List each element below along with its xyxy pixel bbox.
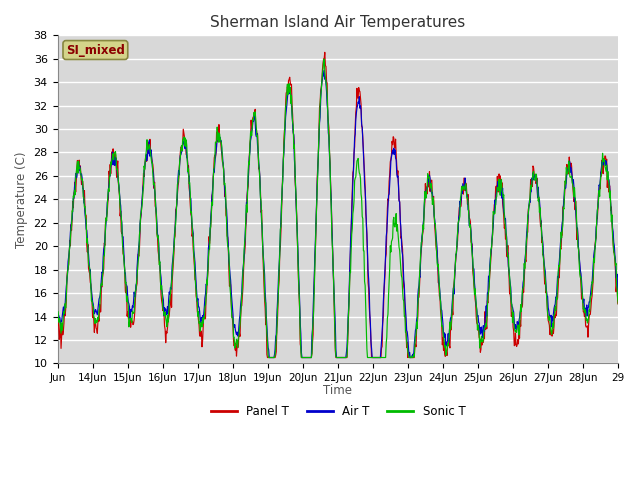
Title: Sherman Island Air Temperatures: Sherman Island Air Temperatures <box>211 15 465 30</box>
Text: SI_mixed: SI_mixed <box>66 44 125 57</box>
X-axis label: Time: Time <box>323 384 353 397</box>
Legend: Panel T, Air T, Sonic T: Panel T, Air T, Sonic T <box>206 401 470 423</box>
Y-axis label: Temperature (C): Temperature (C) <box>15 151 28 248</box>
